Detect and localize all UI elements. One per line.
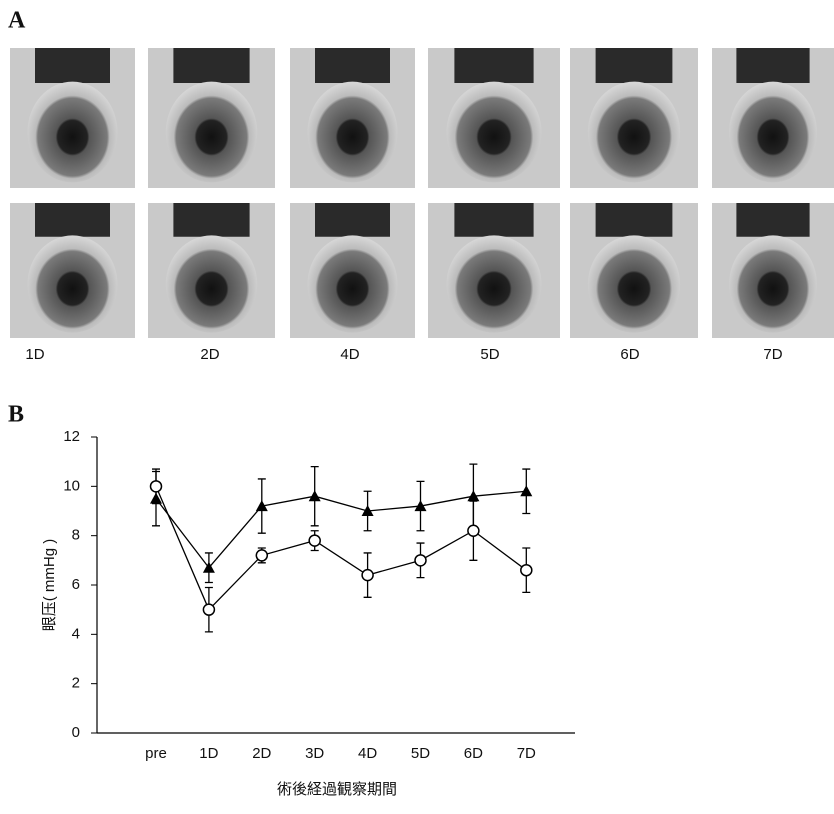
photo-shadow	[454, 203, 534, 237]
column-label: 1D	[25, 346, 44, 363]
y-tick-label: 12	[63, 428, 80, 445]
x-tick-label: 7D	[517, 745, 536, 762]
eye	[446, 81, 542, 183]
marker	[255, 549, 269, 562]
photo-shadow	[35, 48, 110, 83]
y-tick-label: 4	[72, 625, 80, 642]
panel-label: B	[8, 402, 24, 428]
photo-shadow	[595, 48, 673, 83]
photo-shadow	[595, 203, 673, 237]
eye	[165, 81, 258, 183]
x-tick-label: 2D	[252, 745, 271, 762]
eye	[165, 235, 258, 333]
x-tick-label: 6D	[464, 745, 483, 762]
marker	[308, 534, 321, 547]
photo-shadow	[736, 203, 810, 237]
marker	[414, 554, 427, 567]
y-tick-label: 8	[72, 527, 80, 544]
eye	[307, 235, 398, 333]
photo-shadow	[173, 203, 250, 237]
panel-label: A	[8, 8, 26, 34]
series-line	[155, 490, 527, 569]
eye	[307, 81, 398, 183]
column-label: 5D	[480, 346, 499, 363]
photo-shadow	[315, 203, 390, 237]
marker	[202, 603, 216, 616]
y-tick-label: 6	[72, 576, 80, 593]
y-tick-label: 10	[63, 477, 80, 494]
series-line	[155, 486, 527, 611]
photo-grid	[10, 48, 834, 338]
x-tick-label: 1D	[199, 745, 218, 762]
column-label: 7D	[763, 346, 782, 363]
y-tick-label: 0	[72, 724, 80, 741]
photo-shadow	[736, 48, 810, 83]
column-label: 2D	[200, 346, 219, 363]
marker	[520, 563, 533, 577]
marker	[361, 568, 374, 582]
eye	[27, 235, 118, 333]
x-tick-label: pre	[145, 745, 167, 762]
marker	[255, 500, 268, 512]
photo-shadow	[173, 48, 250, 83]
eye	[446, 235, 542, 333]
photo-shadow	[315, 48, 390, 83]
marker	[520, 485, 533, 497]
marker	[149, 480, 163, 493]
column-label: 6D	[620, 346, 639, 363]
eye	[587, 81, 681, 183]
eye	[729, 235, 817, 333]
column-label: 4D	[340, 346, 359, 363]
x-tick-label: 3D	[305, 745, 324, 762]
eye	[27, 81, 118, 183]
marker	[467, 490, 480, 502]
y-tick-label: 2	[72, 675, 80, 692]
x-tick-label: 5D	[411, 745, 430, 762]
x-axis-label: 術後経過観察期間	[277, 780, 397, 798]
y-axis-label: 眼压( mmHg )	[41, 539, 58, 632]
x-tick-label: 4D	[358, 745, 377, 762]
marker	[202, 561, 215, 573]
marker	[308, 490, 321, 502]
marker	[414, 500, 427, 512]
photo-shadow	[454, 48, 534, 83]
marker	[467, 524, 480, 537]
marker	[361, 505, 374, 516]
photo-shadow	[35, 203, 110, 237]
eye	[587, 235, 681, 333]
eye	[729, 81, 817, 183]
